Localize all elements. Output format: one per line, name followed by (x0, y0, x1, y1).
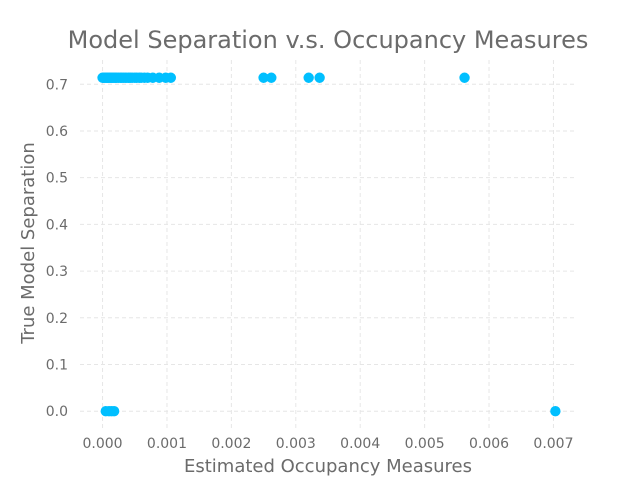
y-axis-ticks: 0.0 0.1 0.2 0.3 0.4 0.5 0.6 0.7 (46, 77, 68, 420)
x-axis-ticks: 0.000 0.001 0.002 0.003 0.004 0.005 0.006 0.007 (82, 436, 573, 452)
data-point (550, 405, 561, 417)
x-tick-label: 0.005 (405, 436, 445, 452)
x-tick-label: 0.004 (340, 436, 380, 452)
data-point (258, 72, 269, 83)
data-point (108, 405, 120, 417)
y-tick-label: 0.6 (46, 124, 68, 140)
grid (80, 60, 576, 428)
x-tick-label: 0.002 (211, 436, 251, 452)
data-point (165, 72, 177, 83)
data-points (97, 72, 561, 417)
data-point (314, 72, 325, 83)
x-axis-label: Estimated Occupancy Measures (184, 456, 472, 477)
y-tick-label: 0.3 (46, 264, 68, 280)
x-tick-label: 0.001 (147, 436, 187, 452)
y-tick-label: 0.7 (46, 77, 68, 93)
y-tick-label: 0.1 (46, 357, 68, 373)
data-point (459, 72, 470, 83)
y-tick-label: 0.2 (46, 311, 68, 327)
x-tick-label: 0.007 (533, 436, 573, 452)
y-tick-label: 0.5 (46, 171, 68, 187)
x-tick-label: 0.006 (469, 436, 509, 452)
chart-title: Model Separation v.s. Occupancy Measures (68, 26, 589, 54)
data-point (303, 72, 314, 83)
x-tick-label: 0.000 (82, 436, 122, 452)
y-axis-label: True Model Separation (18, 142, 39, 345)
y-tick-label: 0.4 (46, 217, 68, 233)
y-tick-label: 0.0 (46, 404, 68, 420)
x-tick-label: 0.003 (276, 436, 316, 452)
data-point (266, 72, 277, 83)
